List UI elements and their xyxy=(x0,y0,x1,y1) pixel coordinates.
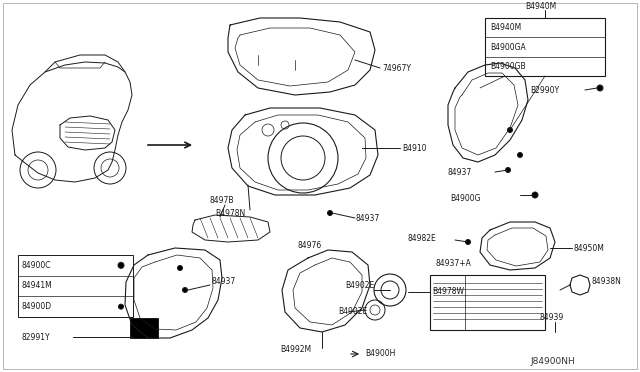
Text: B4900GA: B4900GA xyxy=(490,42,525,51)
Text: 84937: 84937 xyxy=(212,278,236,286)
Bar xyxy=(430,275,545,330)
Text: 84976: 84976 xyxy=(298,241,323,250)
Circle shape xyxy=(508,128,513,132)
Text: 84950M: 84950M xyxy=(574,244,605,253)
Text: 8497B: 8497B xyxy=(210,196,234,205)
Text: B4900GB: B4900GB xyxy=(490,62,525,71)
Circle shape xyxy=(506,167,511,173)
Text: 84900D: 84900D xyxy=(21,302,51,311)
Text: 84939: 84939 xyxy=(540,314,564,323)
Text: B4940M: B4940M xyxy=(490,23,521,32)
Text: B2990Y: B2990Y xyxy=(530,86,559,94)
Text: B4978N: B4978N xyxy=(215,208,245,218)
Bar xyxy=(18,255,133,317)
Text: 84982E: 84982E xyxy=(408,234,436,243)
Text: 84900C: 84900C xyxy=(21,261,51,270)
Circle shape xyxy=(177,266,182,270)
Text: 84937: 84937 xyxy=(448,167,472,176)
Circle shape xyxy=(518,153,522,157)
Text: B4910: B4910 xyxy=(402,144,426,153)
Text: B4902E: B4902E xyxy=(338,308,367,317)
Text: 84937: 84937 xyxy=(356,214,380,222)
Text: B4978W: B4978W xyxy=(432,288,464,296)
Circle shape xyxy=(597,85,603,91)
Text: 74967Y: 74967Y xyxy=(382,64,411,73)
Circle shape xyxy=(118,304,124,309)
Circle shape xyxy=(532,192,538,198)
Text: 82991Y: 82991Y xyxy=(21,333,50,341)
Text: 84938N: 84938N xyxy=(592,278,622,286)
Text: 84937+A: 84937+A xyxy=(435,259,471,267)
Text: B4992M: B4992M xyxy=(280,346,311,355)
Text: B4900H: B4900H xyxy=(365,350,396,359)
Circle shape xyxy=(465,240,470,244)
Text: 84941M: 84941M xyxy=(21,282,52,291)
Text: B4940M: B4940M xyxy=(525,1,556,10)
Text: B4902E: B4902E xyxy=(345,280,374,289)
Bar xyxy=(130,318,158,338)
Circle shape xyxy=(182,288,188,292)
Circle shape xyxy=(328,211,333,215)
Circle shape xyxy=(118,262,124,268)
Bar xyxy=(485,18,605,76)
Text: B4900G: B4900G xyxy=(450,193,481,202)
Text: J84900NH: J84900NH xyxy=(530,357,575,366)
